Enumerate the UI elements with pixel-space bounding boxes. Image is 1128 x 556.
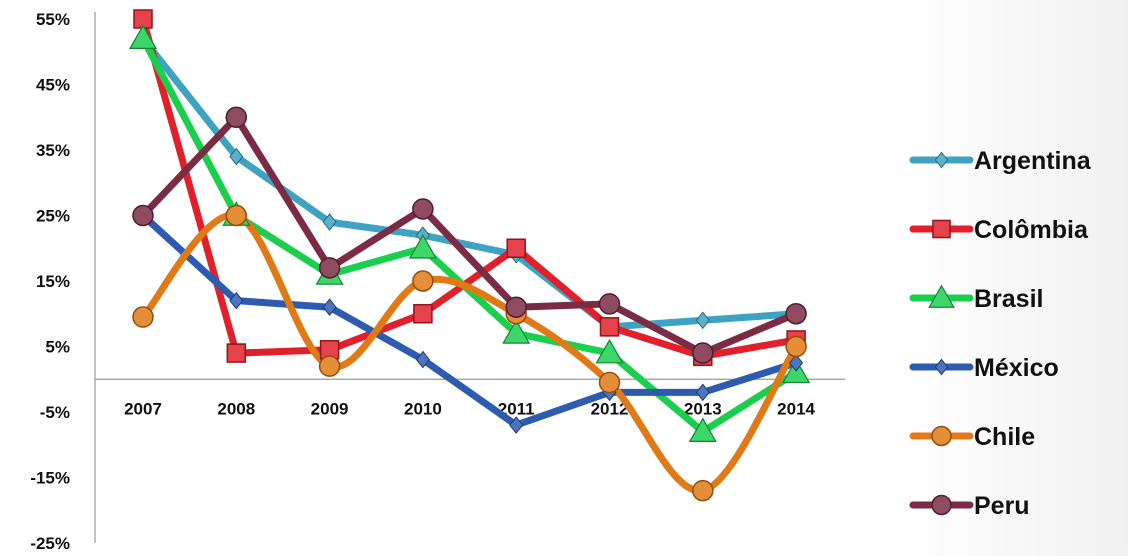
data-point-brasil bbox=[128, 24, 158, 50]
legend-label-chile: Chile bbox=[974, 423, 1035, 451]
data-point-peru bbox=[785, 303, 807, 325]
y-tick-label: -15% bbox=[30, 469, 70, 488]
data-point-chile bbox=[318, 355, 341, 377]
x-tick-label: 2014 bbox=[777, 399, 815, 418]
legend: Argentina Colômbia Brasil México Chile Peru bbox=[909, 147, 1092, 520]
y-tick-label: 55% bbox=[36, 10, 70, 29]
x-tick-label: 2008 bbox=[217, 399, 255, 418]
legend-swatch-marker-brasil bbox=[928, 284, 955, 308]
y-tick-label: -25% bbox=[30, 534, 70, 551]
data-point-brasil bbox=[688, 417, 717, 442]
data-point-peru bbox=[692, 342, 714, 364]
data-point-argentina bbox=[322, 213, 337, 231]
series-line-colombia bbox=[139, 15, 800, 360]
legend-swatch-marker-mexico bbox=[934, 358, 949, 376]
data-point-chile bbox=[132, 306, 154, 328]
data-point-colombia bbox=[506, 238, 526, 258]
series-line-mexico bbox=[139, 212, 800, 429]
legend-swatch-marker-argentina bbox=[934, 151, 949, 169]
data-point-mexico bbox=[509, 416, 524, 434]
data-point-chile bbox=[412, 270, 434, 292]
series-lines-layer bbox=[139, 15, 800, 495]
y-tick-label: 25% bbox=[36, 207, 70, 226]
x-tick-label: 2011 bbox=[498, 399, 535, 418]
data-point-mexico bbox=[695, 383, 710, 402]
data-point-mexico bbox=[789, 354, 804, 372]
legend-swatch-marker-colombia bbox=[932, 219, 951, 239]
legend-label-colombia: Colômbia bbox=[974, 216, 1089, 244]
y-tick-label: 45% bbox=[36, 76, 70, 95]
data-point-chile bbox=[598, 371, 621, 394]
data-point-peru bbox=[505, 296, 527, 318]
data-point-chile bbox=[225, 204, 248, 227]
data-point-peru bbox=[412, 198, 434, 220]
x-tick-label: 2012 bbox=[591, 399, 629, 418]
data-point-colombia bbox=[599, 317, 620, 337]
data-point-mexico bbox=[415, 350, 430, 369]
data-point-chile bbox=[692, 479, 714, 502]
x-tick-label: 2010 bbox=[404, 399, 442, 418]
legend-swatch-marker-chile bbox=[931, 425, 952, 447]
series-line-argentina bbox=[139, 35, 800, 331]
data-point-colombia bbox=[413, 304, 433, 324]
legend-swatch-marker-peru bbox=[931, 494, 952, 516]
y-tick-label: -5% bbox=[40, 403, 70, 422]
series-markers-layer bbox=[128, 9, 811, 502]
data-point-peru bbox=[598, 293, 621, 315]
legend-label-argentina: Argentina bbox=[974, 147, 1092, 175]
data-point-mexico bbox=[229, 291, 244, 310]
data-point-argentina bbox=[695, 311, 710, 330]
series-line-peru bbox=[139, 113, 800, 357]
y-tick-label: 15% bbox=[36, 272, 70, 291]
data-point-brasil bbox=[408, 234, 437, 259]
data-point-peru bbox=[318, 257, 341, 279]
series-line-brasil bbox=[139, 35, 800, 436]
data-point-argentina bbox=[229, 147, 244, 166]
legend-label-peru: Peru bbox=[974, 492, 1030, 520]
x-tick-label: 2007 bbox=[124, 399, 162, 418]
data-point-brasil bbox=[502, 319, 531, 344]
data-point-peru bbox=[225, 106, 248, 128]
legend-label-mexico: México bbox=[974, 354, 1059, 382]
data-point-brasil bbox=[595, 338, 624, 364]
data-point-mexico bbox=[322, 298, 337, 317]
data-point-chile bbox=[785, 335, 807, 358]
legend-label-brasil: Brasil bbox=[974, 285, 1043, 313]
y-tick-label: 35% bbox=[36, 141, 70, 160]
y-tick-label: 5% bbox=[45, 338, 70, 357]
data-point-peru bbox=[132, 204, 154, 227]
x-tick-label: 2009 bbox=[311, 399, 349, 418]
axes-layer: 55% 45% 35% 25% 15% 5% -5% -15% -25% 2007 2008 2009… bbox=[30, 10, 845, 553]
x-tick-label: 2013 bbox=[684, 399, 722, 418]
data-point-colombia bbox=[226, 343, 247, 363]
